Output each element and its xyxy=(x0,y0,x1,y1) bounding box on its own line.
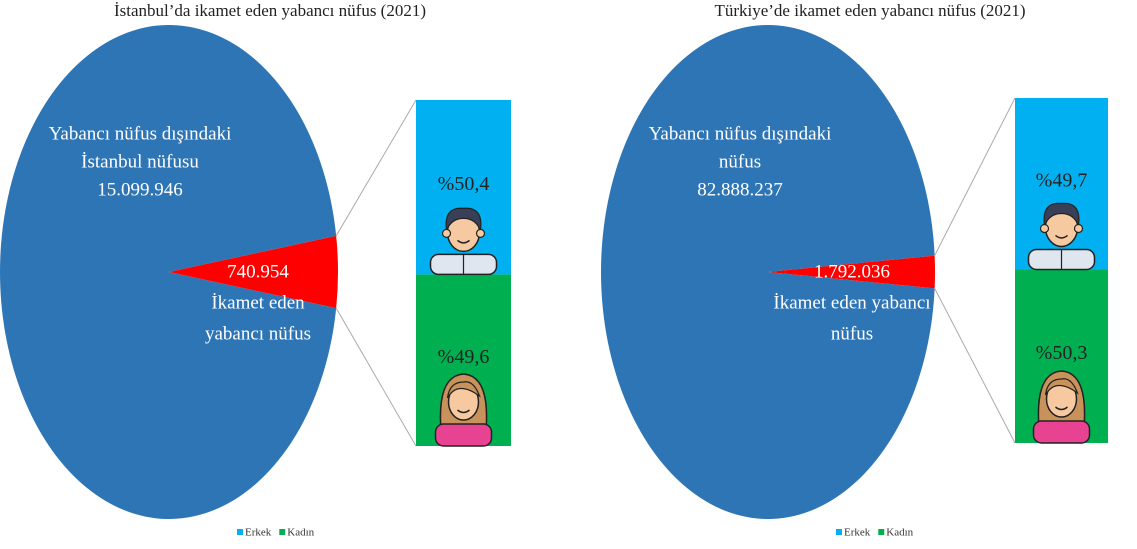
slice-label: yabancı nüfus xyxy=(205,323,311,344)
connector-line xyxy=(935,288,1015,443)
slice-label: Yabancı nüfus dışındaki xyxy=(649,123,832,144)
person-ear xyxy=(477,229,485,237)
connector-line xyxy=(336,100,416,236)
legend-swatch xyxy=(836,529,842,535)
slice-label: Yabancı nüfus dışındaki xyxy=(49,123,232,144)
chart-title: Türkiye’de ikamet eden yabancı nüfus (20… xyxy=(714,1,1025,20)
slice-label: İkamet eden yabancı xyxy=(773,292,930,313)
slice-value-label: 15.099.946 xyxy=(97,179,183,200)
slice-label: İstanbul nüfusu xyxy=(81,151,199,172)
person-ear xyxy=(1041,224,1049,232)
legend-label: Kadın xyxy=(287,527,314,539)
chart-title: İstanbul’da ikamet eden yabancı nüfus (2… xyxy=(114,1,426,20)
bar-value-label: %49,6 xyxy=(438,346,490,368)
connector-line xyxy=(935,98,1015,256)
slice-label: nüfus xyxy=(831,323,873,344)
person-ear xyxy=(443,229,451,237)
legend-swatch xyxy=(279,529,285,535)
legend-swatch xyxy=(878,529,884,535)
connector-line xyxy=(336,308,416,446)
legend-label: Erkek xyxy=(844,527,871,539)
slice-label: İkamet eden xyxy=(211,292,305,313)
bar-value-label: %50,4 xyxy=(438,173,490,195)
bar-value-label: %49,7 xyxy=(1036,170,1088,192)
person-body xyxy=(436,424,492,446)
slice-value-label: 740.954 xyxy=(227,261,289,282)
person-body xyxy=(1034,421,1090,443)
legend-label: Kadın xyxy=(886,527,913,539)
page: İstanbul’da ikamet eden yabancı nüfus (2… xyxy=(0,0,1137,549)
bar-value-label: %50,3 xyxy=(1036,342,1088,364)
slice-value-label: 1.792.036 xyxy=(814,261,890,282)
slice-value-label: 82.888.237 xyxy=(697,179,783,200)
person-ear xyxy=(1075,224,1083,232)
legend-label: Erkek xyxy=(245,527,272,539)
slice-label: nüfus xyxy=(719,151,761,172)
legend-swatch xyxy=(237,529,243,535)
